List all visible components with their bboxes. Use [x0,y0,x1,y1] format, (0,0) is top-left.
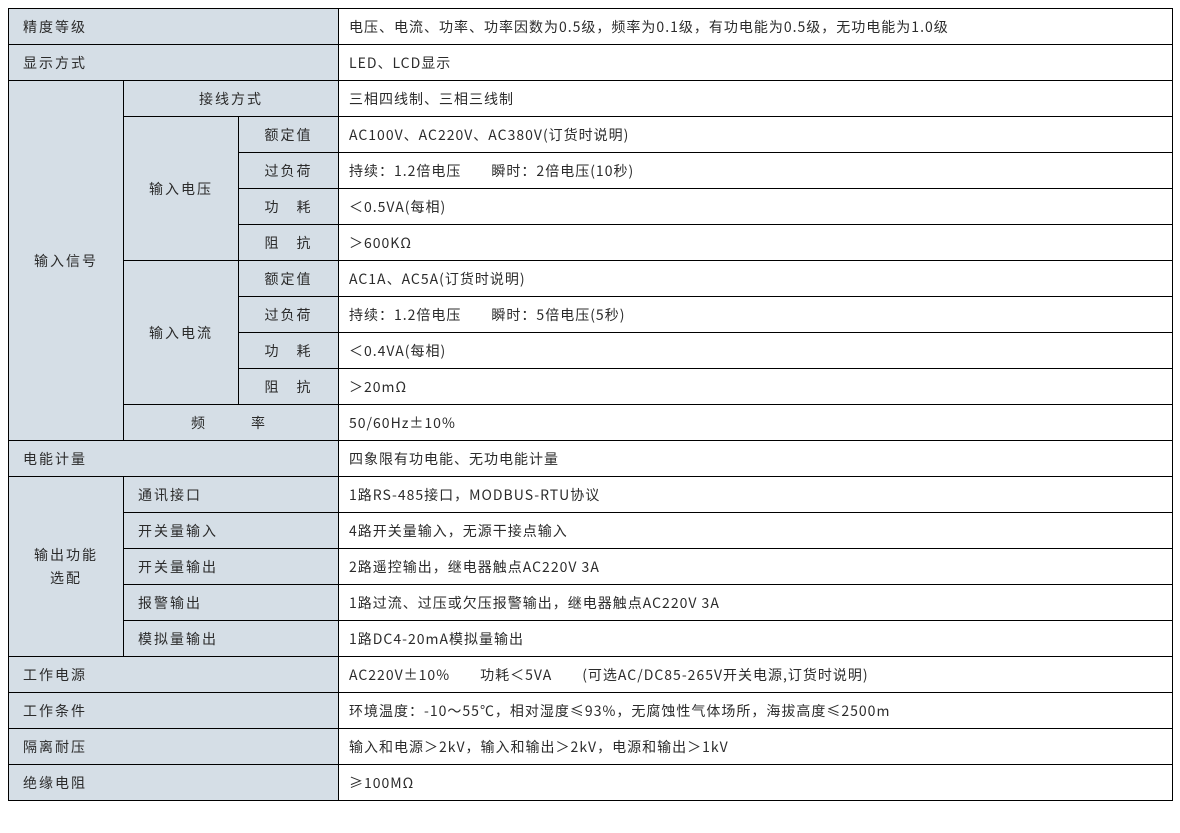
impedance-value: ＞20mΩ [339,369,1173,405]
spec-table: 精度等级 电压、电流、功率、功率因数为0.5级，频率为0.1级，有功电能为0.5… [8,8,1173,801]
comm-value: 1路RS-485接口，MODBUS-RTU协议 [339,477,1173,513]
overload-value: 持续：1.2倍电压 瞬时：5倍电压(5秒) [339,297,1173,333]
row-label: 显示方式 [9,45,339,81]
impedance-value: ＞600KΩ [339,225,1173,261]
table-row: 输入电流 额定值 AC1A、AC5A(订货时说明) [9,261,1173,297]
analog-label: 模拟量输出 [124,621,339,657]
power-value: ＜0.4VA(每相) [339,333,1173,369]
table-row: 工作条件 环境温度：-10～55℃，相对湿度≤93%，无腐蚀性气体场所，海拔高度… [9,693,1173,729]
power-label: 功 耗 [239,333,339,369]
do-label: 开关量输出 [124,549,339,585]
power-value: ＜0.5VA(每相) [339,189,1173,225]
input-signal-label: 输入信号 [9,81,124,441]
table-row: 输入信号 接线方式 三相四线制、三相三线制 [9,81,1173,117]
rated-label: 额定值 [239,117,339,153]
table-row: 电能计量 四象限有功电能、无功电能计量 [9,441,1173,477]
table-row: 显示方式 LED、LCD显示 [9,45,1173,81]
insulation-value: ≥100MΩ [339,765,1173,801]
table-row: 输入电压 额定值 AC100V、AC220V、AC380V(订货时说明) [9,117,1173,153]
impedance-label: 阻 抗 [239,225,339,261]
input-voltage-label: 输入电压 [124,117,239,261]
power-supply-label: 工作电源 [9,657,339,693]
impedance-label: 阻 抗 [239,369,339,405]
alarm-value: 1路过流、过压或欠压报警输出，继电器触点AC220V 3A [339,585,1173,621]
table-row: 工作电源 AC220V±10% 功耗＜5VA (可选AC/DC85-265V开关… [9,657,1173,693]
alarm-label: 报警输出 [124,585,339,621]
overload-label: 过负荷 [239,153,339,189]
table-row: 精度等级 电压、电流、功率、功率因数为0.5级，频率为0.1级，有功电能为0.5… [9,9,1173,45]
table-row: 频 率 50/60Hz±10% [9,405,1173,441]
table-row: 绝缘电阻 ≥100MΩ [9,765,1173,801]
table-row: 开关量输出 2路遥控输出，继电器触点AC220V 3A [9,549,1173,585]
rated-value: AC1A、AC5A(订货时说明) [339,261,1173,297]
wiring-label: 接线方式 [124,81,339,117]
overload-value: 持续：1.2倍电压 瞬时：2倍电压(10秒) [339,153,1173,189]
frequency-label: 频 率 [124,405,339,441]
table-row: 隔离耐压 输入和电源＞2kV，输入和输出＞2kV，电源和输出＞1kV [9,729,1173,765]
frequency-value: 50/60Hz±10% [339,405,1173,441]
isolation-value: 输入和电源＞2kV，输入和输出＞2kV，电源和输出＞1kV [339,729,1173,765]
condition-label: 工作条件 [9,693,339,729]
input-current-label: 输入电流 [124,261,239,405]
rated-value: AC100V、AC220V、AC380V(订货时说明) [339,117,1173,153]
row-value: LED、LCD显示 [339,45,1173,81]
energy-value: 四象限有功电能、无功电能计量 [339,441,1173,477]
table-row: 输出功能选配 通讯接口 1路RS-485接口，MODBUS-RTU协议 [9,477,1173,513]
rated-label: 额定值 [239,261,339,297]
energy-label: 电能计量 [9,441,339,477]
do-value: 2路遥控输出，继电器触点AC220V 3A [339,549,1173,585]
power-supply-value: AC220V±10% 功耗＜5VA (可选AC/DC85-265V开关电源,订货… [339,657,1173,693]
table-row: 模拟量输出 1路DC4-20mA模拟量输出 [9,621,1173,657]
isolation-label: 隔离耐压 [9,729,339,765]
wiring-value: 三相四线制、三相三线制 [339,81,1173,117]
outputs-label: 输出功能选配 [9,477,124,657]
power-label: 功 耗 [239,189,339,225]
insulation-label: 绝缘电阻 [9,765,339,801]
row-label: 精度等级 [9,9,339,45]
comm-label: 通讯接口 [124,477,339,513]
table-row: 报警输出 1路过流、过压或欠压报警输出，继电器触点AC220V 3A [9,585,1173,621]
analog-value: 1路DC4-20mA模拟量输出 [339,621,1173,657]
table-row: 开关量输入 4路开关量输入，无源干接点输入 [9,513,1173,549]
row-value: 电压、电流、功率、功率因数为0.5级，频率为0.1级，有功电能为0.5级，无功电… [339,9,1173,45]
di-label: 开关量输入 [124,513,339,549]
overload-label: 过负荷 [239,297,339,333]
condition-value: 环境温度：-10～55℃，相对湿度≤93%，无腐蚀性气体场所，海拔高度≤2500… [339,693,1173,729]
di-value: 4路开关量输入，无源干接点输入 [339,513,1173,549]
